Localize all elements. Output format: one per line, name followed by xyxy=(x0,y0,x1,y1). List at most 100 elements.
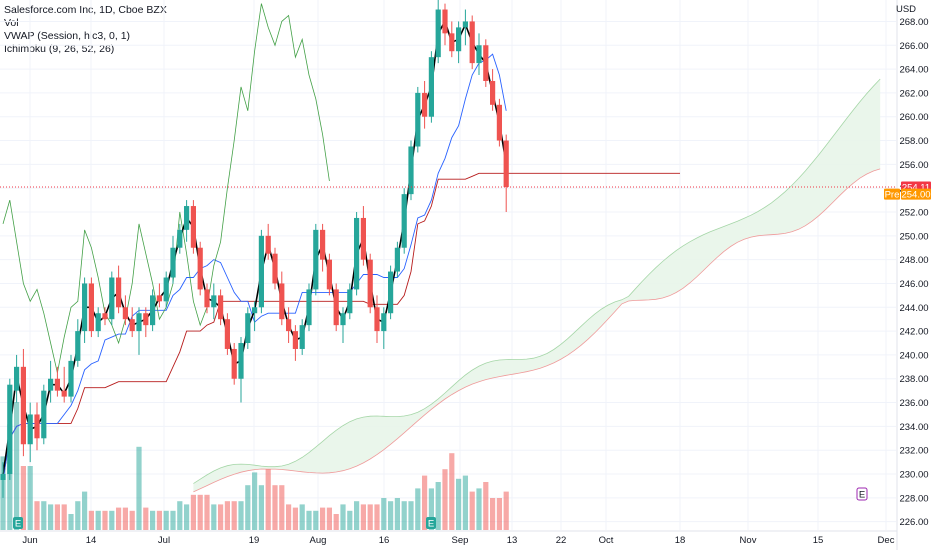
y-tick-label: 234.00 xyxy=(899,422,928,433)
candle xyxy=(245,307,251,349)
candle-body xyxy=(238,343,244,379)
volume-bar xyxy=(306,510,312,530)
candle-body xyxy=(462,21,468,28)
volume-bar xyxy=(456,478,462,530)
currency-label[interactable]: USD xyxy=(896,4,916,15)
volume-bar xyxy=(122,507,128,530)
volume-bar xyxy=(483,482,489,530)
candle-body xyxy=(34,414,40,439)
y-tick-label: 232.00 xyxy=(899,446,928,457)
candle-body xyxy=(347,289,353,314)
volume-bar xyxy=(272,485,278,530)
earnings-e-icon: E xyxy=(859,490,865,501)
candle-body xyxy=(306,289,312,326)
candle xyxy=(27,402,33,463)
legend-ichimoku[interactable]: Ichimoku (9, 26, 52, 26) xyxy=(4,43,115,55)
candle-body xyxy=(367,259,373,308)
candle xyxy=(102,307,108,326)
candle xyxy=(456,21,462,64)
earnings-marker-jun[interactable] xyxy=(13,517,23,529)
candle-body xyxy=(388,271,394,314)
volume-bar xyxy=(41,501,47,530)
volume-bar xyxy=(14,402,20,530)
x-tick-label: 19 xyxy=(249,535,260,546)
x-tick-label: 14 xyxy=(86,535,97,546)
volume-bar xyxy=(469,491,475,530)
candle xyxy=(238,337,244,403)
candlesticks[interactable] xyxy=(0,0,509,498)
volume-bar xyxy=(490,498,496,530)
candle xyxy=(150,289,156,332)
candle-body xyxy=(184,206,190,230)
volume-bar xyxy=(340,504,346,530)
candle xyxy=(170,235,176,284)
volume-bar xyxy=(299,504,305,530)
candle xyxy=(469,15,475,70)
candle-body xyxy=(476,45,482,64)
volume-bar xyxy=(252,472,258,530)
earnings-marker-upcoming[interactable] xyxy=(856,487,868,501)
candle xyxy=(109,271,115,326)
y-tick-label: 258.00 xyxy=(899,136,928,147)
legend-vwap[interactable]: VWAP (Session, hlc3, 0, 1) xyxy=(4,30,131,42)
candle-body xyxy=(143,313,149,326)
volume-bar xyxy=(388,501,394,530)
y-tick-label: 252.00 xyxy=(899,208,928,219)
candle xyxy=(14,354,20,403)
candle xyxy=(116,265,122,314)
candle-body xyxy=(279,283,285,320)
volume-bar xyxy=(211,504,217,530)
volume-bar xyxy=(177,501,183,530)
volume-bar xyxy=(150,510,156,530)
candle-body xyxy=(75,331,81,361)
volume-bar xyxy=(218,504,224,530)
volume-bar xyxy=(197,494,203,530)
y-axis[interactable]: 226.00 228.00 230.00 232.00 234.00 236.00 238.… xyxy=(896,0,929,550)
candle-body xyxy=(490,80,496,105)
volume-bar xyxy=(422,475,428,530)
candle-body xyxy=(95,313,101,332)
x-tick-label: 15 xyxy=(813,535,824,546)
legend-symbol[interactable]: Salesforce.com Inc, 1D, Cboe BZX xyxy=(4,4,167,16)
candle-body xyxy=(252,307,258,314)
earnings-markers[interactable]: E E E xyxy=(13,487,868,530)
candle-body xyxy=(231,348,237,379)
candle-body xyxy=(82,283,88,332)
volume-bar xyxy=(320,507,326,530)
y-tick-label: 242.00 xyxy=(899,327,928,338)
candle xyxy=(442,3,448,46)
candle xyxy=(48,360,54,403)
candle-body xyxy=(14,366,20,391)
candle-body xyxy=(156,295,162,302)
volume-bar xyxy=(204,494,210,530)
candle xyxy=(326,253,332,296)
candle-body xyxy=(258,235,264,308)
volume-bar xyxy=(116,507,122,530)
candle xyxy=(320,223,326,272)
candle-body xyxy=(190,206,196,248)
candle xyxy=(122,295,128,326)
candle-body xyxy=(7,384,13,475)
candle-body xyxy=(401,194,407,248)
ichimoku-cloud xyxy=(193,78,881,493)
candle-body xyxy=(408,146,414,195)
candle xyxy=(258,229,264,314)
candle-body xyxy=(116,277,122,308)
volume-bar xyxy=(449,453,455,530)
candle-body xyxy=(394,247,400,272)
candle xyxy=(394,241,400,278)
y-tick-label: 246.00 xyxy=(899,279,928,290)
grid-lines xyxy=(0,0,896,530)
earnings-marker-aug[interactable] xyxy=(426,517,436,529)
legend-volume[interactable]: Vol xyxy=(4,17,19,29)
x-axis[interactable]: Jun 14 Jul 19 Aug 16 Sep 13 22 Oct 18 Nov 15 Dec xyxy=(0,530,897,546)
candle-body xyxy=(354,217,360,290)
candle-body xyxy=(340,313,346,326)
candle xyxy=(354,212,360,296)
earnings-e-icon: E xyxy=(15,519,21,530)
candle xyxy=(374,295,380,344)
candle xyxy=(252,301,258,332)
candle xyxy=(75,319,81,367)
volume-bar xyxy=(476,488,482,530)
